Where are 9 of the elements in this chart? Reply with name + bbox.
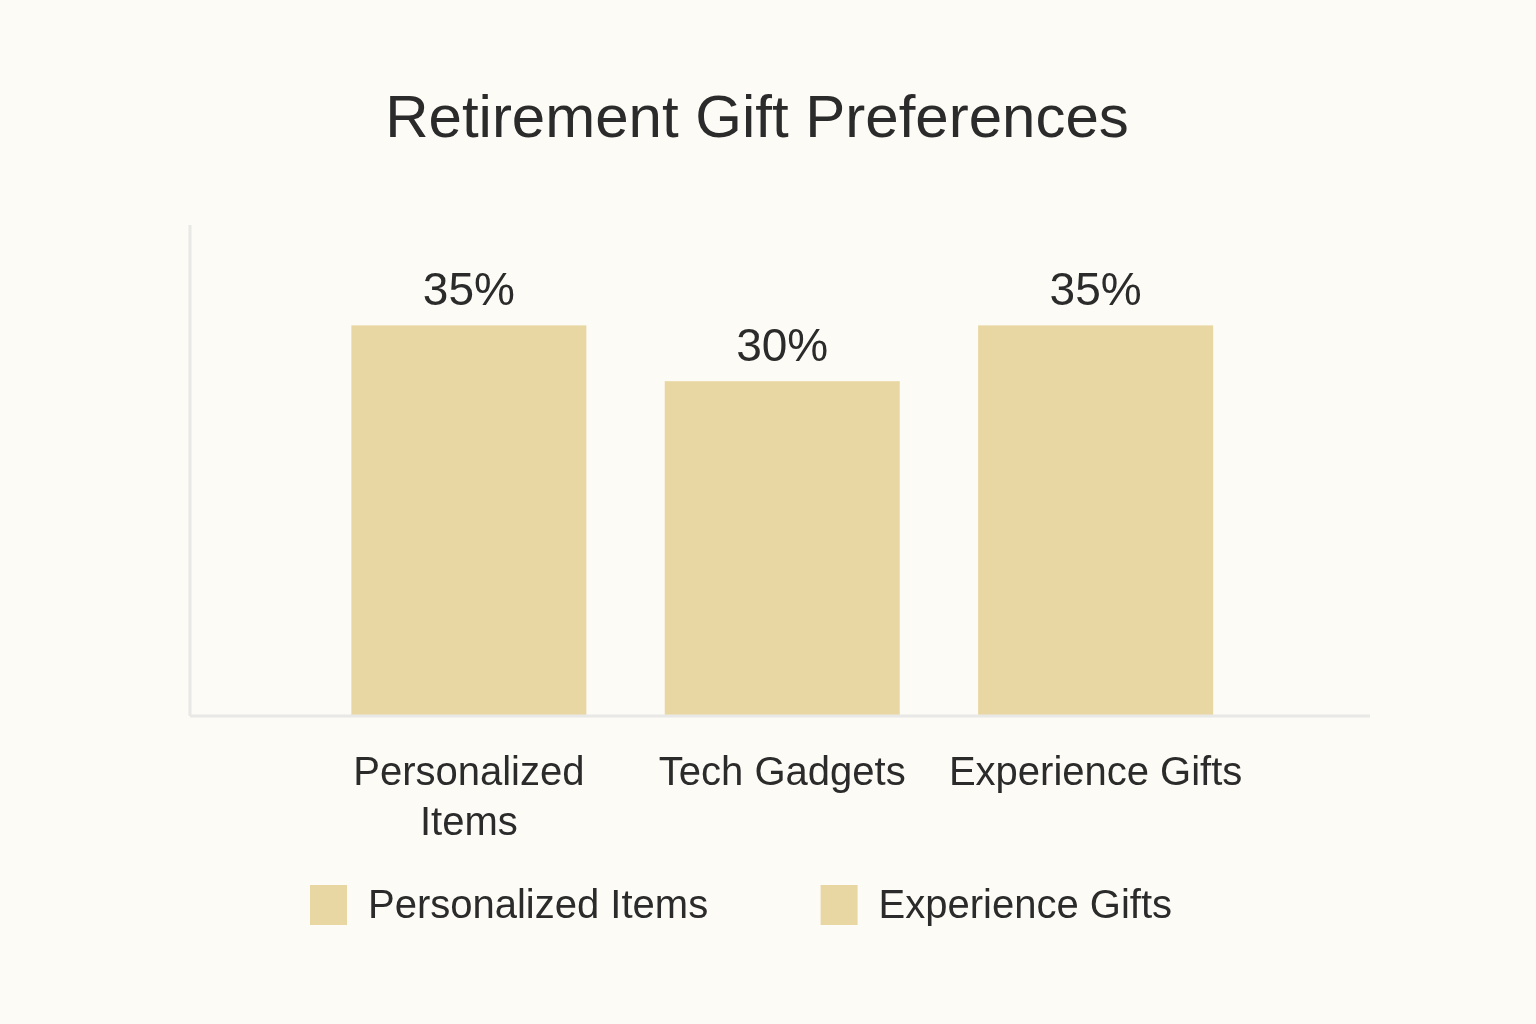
chart-title: Retirement Gift Preferences: [385, 83, 1129, 150]
data-label: 30%: [736, 319, 829, 372]
legend-label: Personalized Items: [368, 882, 709, 926]
data-label: 35%: [1049, 263, 1142, 316]
x-tick-label: Tech Gadgets: [658, 749, 906, 793]
data-label: 35%: [422, 263, 515, 316]
x-tick-label: Experience Gifts: [948, 749, 1243, 793]
x-tick-label: Personalized Items: [353, 749, 585, 843]
legend-label: Experience Gifts: [878, 882, 1173, 926]
